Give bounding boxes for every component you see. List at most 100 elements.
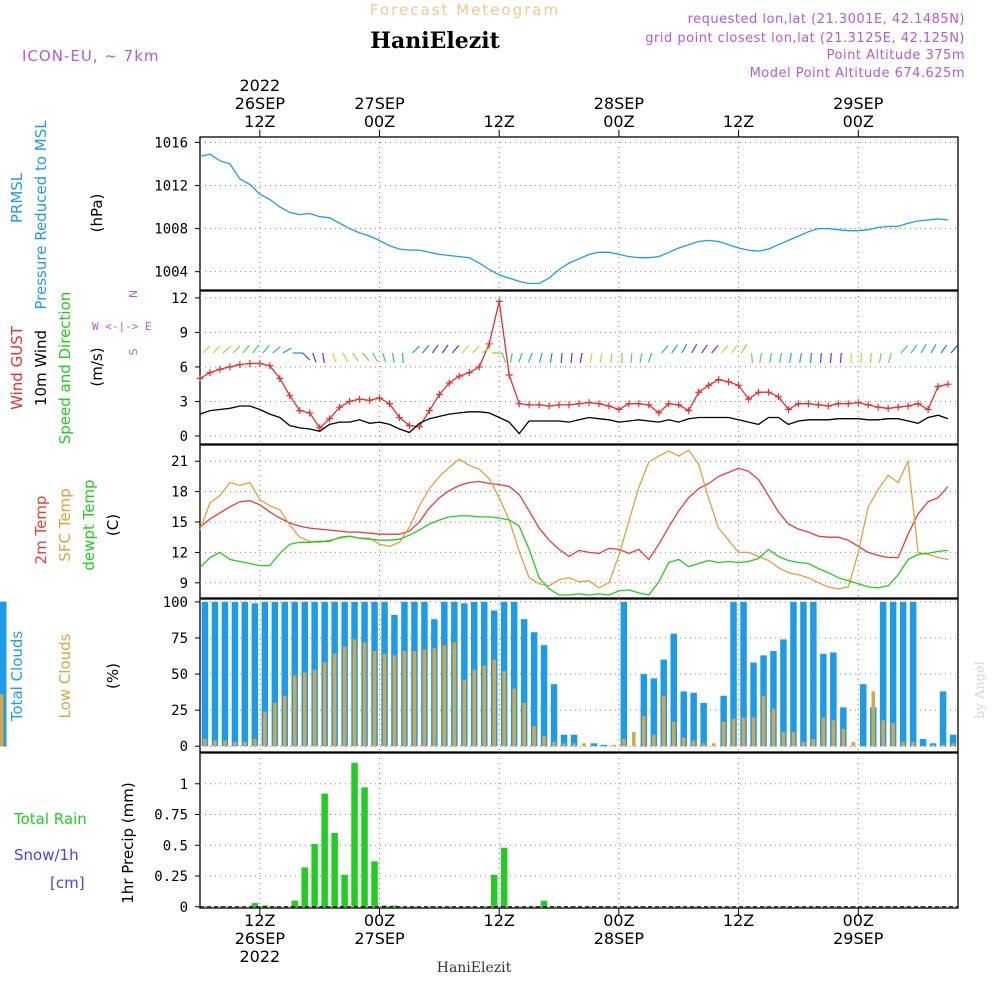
total-cloud-bar bbox=[271, 601, 279, 747]
low-cloud-bar bbox=[352, 639, 357, 747]
total-cloud-bar bbox=[939, 691, 947, 747]
model-label: ICON-EU, ~ 7km bbox=[22, 47, 160, 65]
low-cloud-bar bbox=[462, 679, 467, 747]
rain-bar bbox=[331, 833, 338, 907]
wind-arrow bbox=[589, 352, 593, 363]
low-cloud-bar bbox=[632, 731, 636, 747]
total-cloud-bar bbox=[540, 645, 548, 747]
total-cloud-bar bbox=[590, 743, 598, 747]
gust-marker bbox=[745, 395, 753, 403]
gust-marker bbox=[934, 382, 942, 390]
total-cloud-bar bbox=[670, 633, 677, 747]
gust-marker bbox=[904, 402, 912, 410]
wind-arrow bbox=[242, 344, 250, 354]
watermark: by Angel bbox=[973, 661, 988, 719]
panel-frame bbox=[199, 444, 959, 599]
total-rain-label: Total Rain bbox=[13, 810, 87, 828]
panel-frame bbox=[199, 136, 959, 291]
low-cloud-bar bbox=[821, 717, 826, 747]
panel-clouds: 0 25 50 75 100 bbox=[0, 595, 959, 755]
gust-marker bbox=[316, 424, 324, 432]
bottom-time-label: 00Z bbox=[603, 911, 634, 930]
gust-marker bbox=[306, 409, 314, 417]
wind-arrow bbox=[401, 352, 404, 364]
total-cloud-bar bbox=[899, 601, 907, 747]
pressure-line bbox=[199, 153, 949, 285]
low-cloud-bar bbox=[642, 715, 646, 747]
total-cloud-bar bbox=[261, 601, 269, 747]
clouds-unit-label: (%) bbox=[104, 663, 122, 689]
gust-marker bbox=[944, 380, 952, 388]
wind-unit-label: (m/s) bbox=[88, 347, 106, 386]
gust-marker bbox=[924, 405, 932, 413]
low-cloud-bar bbox=[771, 708, 776, 747]
wind-arrow bbox=[202, 345, 211, 354]
low-cloud-bar bbox=[372, 651, 377, 747]
total-cloud-bar bbox=[770, 651, 777, 747]
gust-marker bbox=[585, 399, 593, 407]
wind-arrow bbox=[639, 352, 643, 363]
gust-marker bbox=[525, 401, 533, 409]
wind-arrow bbox=[252, 344, 260, 354]
gust-marker bbox=[505, 371, 513, 379]
wind-arrow bbox=[610, 352, 613, 364]
panel-temperature: 9 12 15 18 21 bbox=[171, 444, 959, 599]
wind-arrow bbox=[471, 345, 480, 354]
low-cloud-bar bbox=[332, 653, 337, 747]
low-cloud-bar bbox=[652, 734, 656, 747]
low-cloud-bar bbox=[482, 665, 486, 747]
rain-bar bbox=[500, 847, 508, 907]
total-cloud-bar bbox=[211, 601, 219, 747]
y-tick-label: 25 bbox=[171, 703, 188, 719]
low-cloud-bar bbox=[542, 736, 546, 747]
wind-arrow bbox=[630, 352, 633, 364]
gust-marker bbox=[794, 400, 802, 408]
rain-bar bbox=[301, 867, 308, 907]
panel-frame bbox=[199, 290, 959, 445]
low-clouds-label: Low Clouds bbox=[56, 633, 74, 718]
y-tick-label: 1016 bbox=[154, 135, 188, 151]
low-cloud-bar bbox=[841, 728, 846, 747]
total-cloud-bar bbox=[231, 601, 239, 747]
panel-precip: 0 0.25 0.5 0.75 1 bbox=[154, 752, 959, 916]
gust-marker bbox=[884, 404, 892, 412]
low-cloud-bar bbox=[911, 741, 915, 747]
gust-marker bbox=[246, 359, 254, 367]
low-cloud-bar bbox=[253, 739, 257, 747]
wind-arrow bbox=[940, 344, 948, 354]
total-cloud-bar bbox=[510, 601, 518, 747]
low-cloud-bar bbox=[452, 642, 457, 747]
low-cloud-bar bbox=[931, 744, 935, 747]
panels: 1004100810121016036912912151821025507510… bbox=[0, 120, 959, 916]
gust-marker bbox=[376, 394, 384, 402]
low-cloud-bar bbox=[811, 739, 816, 747]
low-cloud-bar bbox=[871, 691, 875, 747]
total-cloud-bar bbox=[620, 601, 628, 747]
temp-unit-label: (C) bbox=[104, 514, 122, 536]
bottom-time-label: 26SEP bbox=[235, 929, 286, 948]
wind-arrow bbox=[878, 352, 882, 363]
total-cloud-bar bbox=[700, 702, 707, 747]
gust-marker bbox=[804, 400, 812, 408]
low-cloud-bar bbox=[293, 675, 297, 747]
low-cloud-bar bbox=[243, 741, 247, 747]
rain-bar bbox=[540, 900, 548, 907]
gust-marker bbox=[475, 363, 483, 371]
rain-bar bbox=[251, 903, 259, 907]
wind-arrow bbox=[381, 352, 387, 363]
gust-marker bbox=[286, 392, 294, 400]
gust-marker bbox=[784, 405, 792, 413]
wind-arrow bbox=[681, 344, 688, 354]
low-cloud-bar bbox=[322, 662, 327, 747]
total-cloud-bar bbox=[860, 684, 867, 747]
wind-arrow bbox=[869, 352, 872, 364]
gust-marker bbox=[515, 400, 523, 408]
low-cloud-bar bbox=[612, 744, 616, 747]
low-cloud-bar bbox=[233, 741, 237, 747]
bottom-time-label: 00Z bbox=[364, 911, 395, 930]
low-cloud-bar bbox=[432, 648, 437, 747]
wind-arrow bbox=[262, 344, 270, 354]
low-cloud-bar bbox=[412, 651, 417, 747]
